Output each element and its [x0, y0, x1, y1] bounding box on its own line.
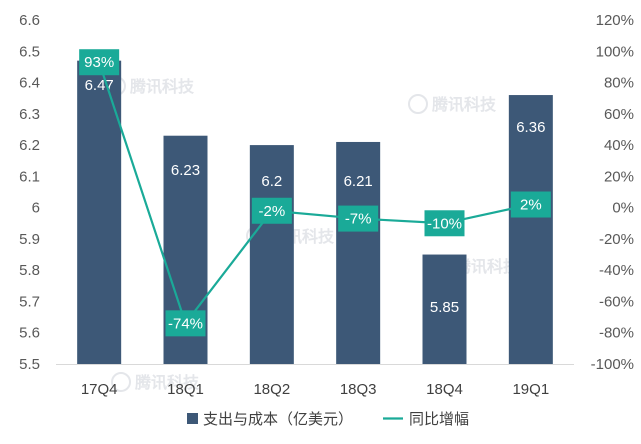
growth-value-label: 2% — [520, 197, 542, 214]
y-left-tick-label: 6.5 — [19, 43, 40, 60]
y-left-tick-label: 6.4 — [19, 75, 40, 92]
watermark-logo-icon — [111, 372, 131, 392]
legend-label-bar: 支出与成本（亿美元） — [203, 411, 353, 428]
bar-value-label: 6.23 — [171, 162, 200, 179]
legend-label-line: 同比增幅 — [409, 411, 469, 428]
y-right-tick-label: -60% — [599, 293, 634, 310]
y-right-tick-label: -20% — [599, 231, 634, 248]
y-left-tick-label: 6.2 — [19, 137, 40, 154]
x-tick-label: 18Q4 — [426, 381, 463, 398]
y-left-tick-label: 5.5 — [19, 356, 40, 373]
x-tick-label: 18Q1 — [167, 381, 204, 398]
y-right-tick-label: -100% — [591, 356, 634, 373]
x-tick-label: 19Q1 — [512, 381, 549, 398]
bar — [422, 254, 467, 364]
y-right-tick-label: 100% — [596, 43, 634, 60]
y-left-tick-label: 5.7 — [19, 293, 40, 310]
watermark-text: 腾讯科技 — [130, 77, 195, 96]
growth-label-box — [251, 197, 292, 224]
y-right-tick-label: 0% — [612, 200, 634, 217]
bar-value-label: 6.21 — [344, 173, 373, 190]
bar-value-label: 6.36 — [516, 119, 545, 136]
y-right-tick-label: 80% — [604, 75, 634, 92]
growth-value-label: 93% — [84, 54, 114, 71]
y-left-tick-label: 6.6 — [19, 12, 40, 29]
watermark-logo-icon — [408, 94, 428, 114]
bar-value-label: 6.2 — [261, 173, 282, 190]
y-left-tick-label: 5.8 — [19, 262, 40, 279]
growth-label-box — [510, 191, 551, 218]
y-left-tick-label: 5.6 — [19, 325, 40, 342]
y-right-tick-label: 20% — [604, 168, 634, 185]
growth-label-box — [424, 210, 465, 237]
watermark-text: 腾讯科技 — [432, 95, 497, 114]
y-left-tick-label: 6 — [32, 200, 40, 217]
bar — [336, 141, 381, 364]
growth-label-box — [165, 310, 206, 337]
y-left-tick-label: 5.9 — [19, 231, 40, 248]
x-tick-label: 17Q4 — [81, 381, 118, 398]
watermark-text: 腾讯科技 — [135, 373, 200, 392]
bar — [77, 60, 122, 365]
bar — [508, 95, 553, 365]
bar-value-label: 5.85 — [430, 299, 459, 316]
y-left-tick-label: 6.3 — [19, 106, 40, 123]
y-right-tick-label: -40% — [599, 262, 634, 279]
y-right-tick-label: -80% — [599, 325, 634, 342]
watermark-text: 腾讯科技 — [455, 257, 520, 276]
growth-value-label: -7% — [345, 211, 372, 228]
growth-value-label: -10% — [427, 215, 462, 232]
y-right-tick-label: 60% — [604, 106, 634, 123]
growth-label-box — [338, 205, 379, 232]
growth-label-box — [79, 49, 120, 76]
x-tick-label: 18Q2 — [253, 381, 290, 398]
growth-value-label: -2% — [258, 203, 285, 220]
legend-swatch-bar — [187, 413, 198, 424]
growth-value-label: -74% — [168, 315, 203, 332]
y-right-tick-label: 120% — [596, 12, 634, 29]
y-left-tick-label: 6.1 — [19, 168, 40, 185]
y-right-tick-label: 40% — [604, 137, 634, 154]
x-tick-label: 18Q3 — [340, 381, 377, 398]
bar — [249, 145, 294, 364]
